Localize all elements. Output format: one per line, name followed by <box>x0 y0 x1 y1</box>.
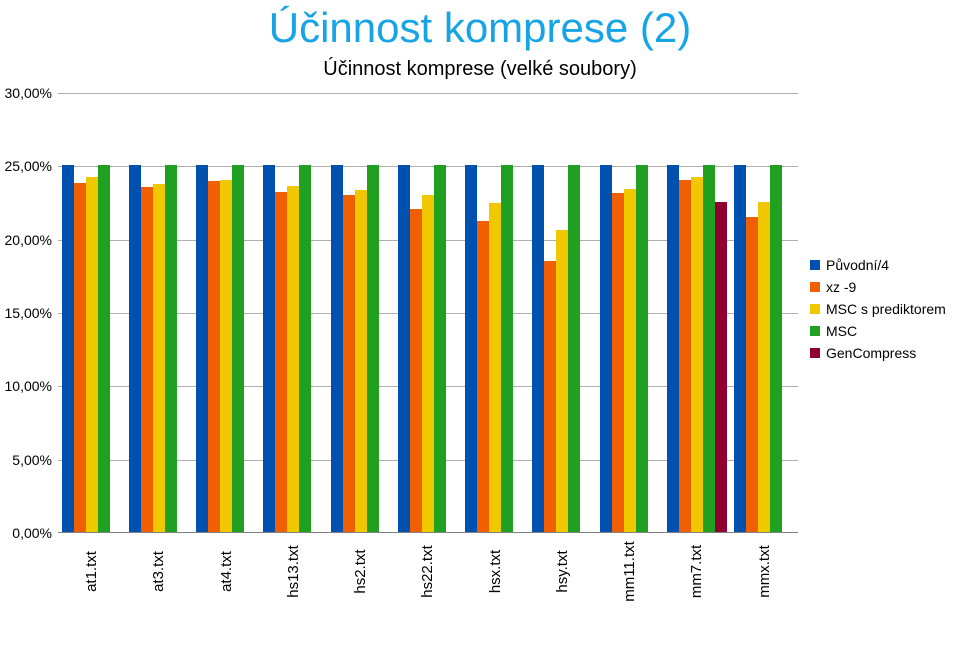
bar <box>410 209 422 532</box>
bar <box>220 180 232 532</box>
bar <box>734 165 746 532</box>
bar-group <box>462 93 529 532</box>
bar <box>501 165 513 532</box>
bar <box>165 165 177 532</box>
legend-swatch <box>810 282 820 292</box>
bar <box>398 165 410 532</box>
bar <box>746 217 758 532</box>
bar <box>343 195 355 532</box>
bar <box>153 184 165 532</box>
bar <box>715 202 727 532</box>
x-tick-label: mm7.txt <box>689 538 706 605</box>
bar-group <box>596 93 663 532</box>
legend-swatch <box>810 348 820 358</box>
bar <box>624 189 636 532</box>
bar <box>600 165 612 532</box>
bar <box>691 177 703 532</box>
bar <box>196 165 208 532</box>
x-tick-label: hsx.txt <box>487 538 504 605</box>
legend-label: GenCompress <box>826 345 916 361</box>
bar-groups <box>58 93 798 532</box>
page: Účinnost komprese (2) Účinnost komprese … <box>0 0 960 646</box>
bar <box>208 181 220 532</box>
y-tick-label: 5,00% <box>0 452 52 468</box>
legend-swatch <box>810 326 820 336</box>
bar <box>232 165 244 532</box>
bar-group <box>663 93 730 532</box>
bar <box>129 165 141 532</box>
y-tick-label: 0,00% <box>0 525 52 541</box>
legend-label: MSC <box>826 323 857 339</box>
page-title: Účinnost komprese (2) <box>0 0 960 58</box>
bar <box>62 165 74 532</box>
bar <box>98 165 110 532</box>
bar <box>770 165 782 532</box>
bar <box>636 165 648 532</box>
bar <box>74 183 86 532</box>
y-tick-label: 25,00% <box>0 158 52 174</box>
bar <box>465 165 477 532</box>
legend-item: xz -9 <box>810 279 946 295</box>
legend-item: MSC <box>810 323 946 339</box>
bar <box>612 193 624 532</box>
x-tick-label: at4.txt <box>218 538 235 605</box>
bar-group <box>731 93 798 532</box>
bar <box>422 195 434 532</box>
x-tick-label: hs2.txt <box>352 538 369 605</box>
bar <box>556 230 568 532</box>
bar <box>532 165 544 532</box>
x-tick-label: mmx.txt <box>756 538 773 605</box>
legend-item: GenCompress <box>810 345 946 361</box>
bar <box>679 180 691 532</box>
bar <box>703 165 715 532</box>
chart-area: 0,00%5,00%10,00%15,00%20,00%25,00%30,00%… <box>0 93 960 623</box>
x-axis-labels: at1.txtat3.txtat4.txths13.txths2.txths22… <box>58 537 798 554</box>
bar <box>355 190 367 532</box>
y-tick-label: 20,00% <box>0 232 52 248</box>
bar-group <box>58 93 125 532</box>
bar <box>568 165 580 532</box>
y-tick-label: 10,00% <box>0 378 52 394</box>
bar <box>489 203 501 532</box>
bar <box>367 165 379 532</box>
legend-label: xz -9 <box>826 279 856 295</box>
legend-label: Původní/4 <box>826 257 889 273</box>
bar-group <box>327 93 394 532</box>
bar <box>477 221 489 532</box>
bar-group <box>260 93 327 532</box>
x-tick-label: mm11.txt <box>621 538 638 605</box>
y-tick-label: 15,00% <box>0 305 52 321</box>
chart-subtitle: Účinnost komprese (velké soubory) <box>0 58 960 93</box>
legend: Původní/4 xz -9 MSC s prediktorem MSC GenCom… <box>810 257 946 367</box>
bar-group <box>125 93 192 532</box>
bar <box>263 165 275 532</box>
x-tick-label: hs22.txt <box>419 538 436 605</box>
x-tick-label: at3.txt <box>150 538 167 605</box>
x-tick-label: hs13.txt <box>285 538 302 605</box>
bar <box>758 202 770 532</box>
bar <box>667 165 679 532</box>
bar-group <box>529 93 596 532</box>
plot-area <box>58 93 798 533</box>
y-tick-label: 30,00% <box>0 85 52 101</box>
bar <box>299 165 311 532</box>
bar <box>544 261 556 532</box>
bar <box>287 186 299 532</box>
legend-label: MSC s prediktorem <box>826 301 946 317</box>
bar <box>275 192 287 532</box>
legend-swatch <box>810 304 820 314</box>
bar <box>434 165 446 532</box>
bar <box>141 187 153 532</box>
legend-item: Původní/4 <box>810 257 946 273</box>
legend-item: MSC s prediktorem <box>810 301 946 317</box>
bar <box>331 165 343 532</box>
bar-group <box>394 93 461 532</box>
bar-group <box>193 93 260 532</box>
x-tick-label: hsy.txt <box>554 538 571 605</box>
bar <box>86 177 98 532</box>
legend-swatch <box>810 260 820 270</box>
x-tick-label: at1.txt <box>83 538 100 605</box>
